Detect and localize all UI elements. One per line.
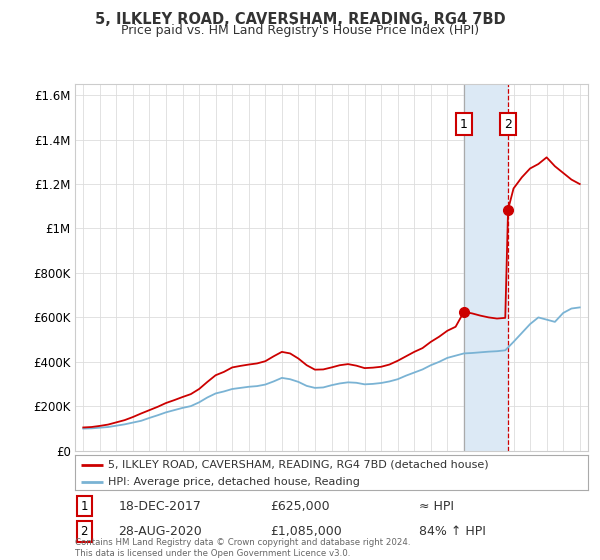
Text: £1,085,000: £1,085,000 xyxy=(270,525,341,538)
Text: 84% ↑ HPI: 84% ↑ HPI xyxy=(419,525,485,538)
Text: 5, ILKLEY ROAD, CAVERSHAM, READING, RG4 7BD: 5, ILKLEY ROAD, CAVERSHAM, READING, RG4 … xyxy=(95,12,505,27)
Text: 2: 2 xyxy=(80,525,88,538)
Text: 5, ILKLEY ROAD, CAVERSHAM, READING, RG4 7BD (detached house): 5, ILKLEY ROAD, CAVERSHAM, READING, RG4 … xyxy=(109,460,489,470)
Text: HPI: Average price, detached house, Reading: HPI: Average price, detached house, Read… xyxy=(109,477,360,487)
Text: 1: 1 xyxy=(460,118,468,131)
Text: £625,000: £625,000 xyxy=(270,500,329,512)
Text: Price paid vs. HM Land Registry's House Price Index (HPI): Price paid vs. HM Land Registry's House … xyxy=(121,24,479,36)
Text: 28-AUG-2020: 28-AUG-2020 xyxy=(119,525,202,538)
Text: 18-DEC-2017: 18-DEC-2017 xyxy=(119,500,202,512)
Text: 2: 2 xyxy=(504,118,512,131)
Text: Contains HM Land Registry data © Crown copyright and database right 2024.
This d: Contains HM Land Registry data © Crown c… xyxy=(75,538,410,558)
Text: 1: 1 xyxy=(80,500,88,512)
Bar xyxy=(464,84,508,451)
Text: ≈ HPI: ≈ HPI xyxy=(419,500,454,512)
